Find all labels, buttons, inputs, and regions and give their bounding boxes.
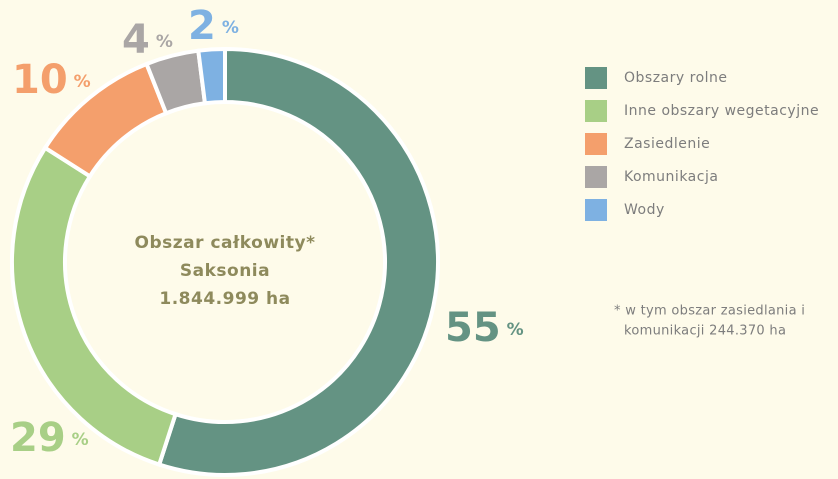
donut-segment: [156, 46, 440, 477]
donut-segment: [196, 46, 227, 106]
data-label: 10%: [12, 57, 91, 103]
data-label-unit: %: [156, 32, 173, 52]
data-label-unit: %: [72, 430, 89, 450]
legend-label: Zasiedlenie: [624, 136, 710, 152]
data-label: 2%: [188, 3, 239, 49]
data-label-number: 2: [188, 3, 216, 49]
legend-swatch: [585, 67, 607, 89]
center-line: Saksonia: [180, 261, 270, 281]
data-label: 29%: [10, 415, 89, 461]
legend-label: Wody: [624, 202, 665, 218]
data-label-number: 55: [445, 305, 501, 351]
legend-label: Komunikacja: [624, 169, 718, 185]
legend-swatch: [585, 133, 607, 155]
legend-swatch: [585, 199, 607, 221]
data-label-number: 29: [10, 415, 66, 461]
data-label-number: 4: [122, 17, 150, 63]
legend-swatch: [585, 166, 607, 188]
legend-label: Inne obszary wegetacyjne: [624, 103, 819, 119]
footnote: komunikacji 244.370 ha: [624, 324, 786, 339]
data-label: 55%: [445, 305, 524, 351]
data-label-unit: %: [222, 18, 239, 38]
legend-swatch: [585, 100, 607, 122]
footnote: * w tym obszar zasiedlania i: [614, 304, 805, 319]
center-label: Obszar całkowity* Saksonia 1.844.999 ha: [135, 233, 316, 309]
data-label: 4%: [122, 17, 173, 63]
data-label-unit: %: [74, 72, 91, 92]
data-label-unit: %: [507, 320, 524, 340]
center-line: Obszar całkowity*: [135, 233, 316, 253]
legend-label: Obszary rolne: [624, 70, 728, 86]
center-line: 1.844.999 ha: [159, 289, 290, 309]
data-label-number: 10: [12, 57, 68, 103]
